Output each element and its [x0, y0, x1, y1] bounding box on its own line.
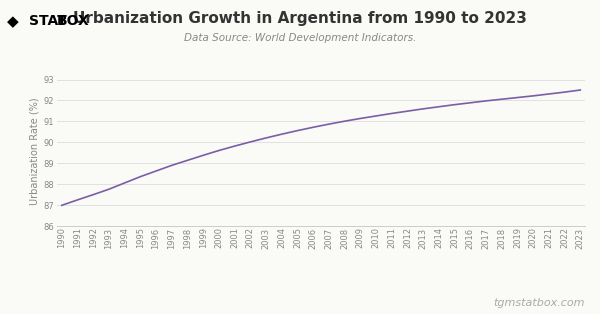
Text: Data Source: World Development Indicators.: Data Source: World Development Indicator… — [184, 33, 416, 43]
Text: Urbanization Growth in Argentina from 1990 to 2023: Urbanization Growth in Argentina from 19… — [73, 11, 527, 26]
Text: BOX: BOX — [56, 14, 89, 28]
Text: ◆: ◆ — [7, 14, 19, 29]
Text: STAT: STAT — [29, 14, 67, 28]
Text: tgmstatbox.com: tgmstatbox.com — [493, 298, 585, 308]
Y-axis label: Urbanization Rate (%): Urbanization Rate (%) — [29, 97, 40, 204]
